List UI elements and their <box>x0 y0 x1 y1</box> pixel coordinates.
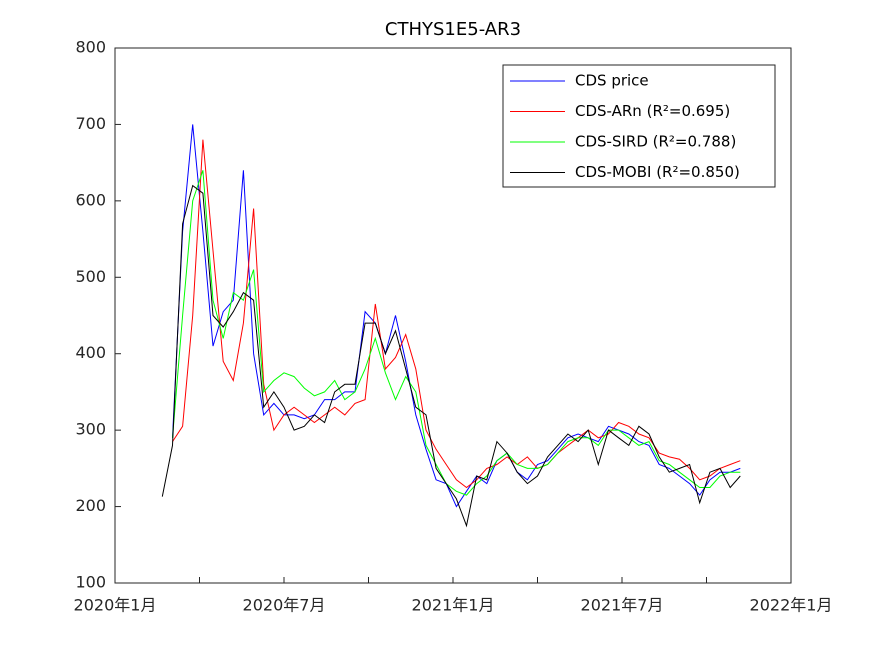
x-tick-label: 2022年1月 <box>750 596 833 615</box>
y-tick-label: 300 <box>75 420 106 439</box>
legend-label: CDS price <box>575 72 649 90</box>
y-tick-label: 500 <box>75 267 106 286</box>
y-tick-label: 400 <box>75 343 106 362</box>
legend-label: CDS-ARn (R²=0.695) <box>575 102 730 120</box>
series-line <box>172 139 741 489</box>
series-line <box>161 184 741 528</box>
y-tick-label: 200 <box>75 496 106 515</box>
chart-title: CTHYS1E5-AR3 <box>385 19 521 40</box>
y-tick-label: 100 <box>75 573 106 592</box>
legend-box <box>502 64 776 188</box>
x-tick-label: 2020年7月 <box>243 596 326 615</box>
y-tick-label: 800 <box>75 38 106 57</box>
legend-label: CDS-MOBI (R²=0.850) <box>575 163 740 181</box>
x-tick-label: 2020年1月 <box>74 596 157 615</box>
y-tick-label: 600 <box>75 190 106 209</box>
legend-label: CDS-SIRD (R²=0.788) <box>575 133 736 151</box>
series-line <box>172 124 741 508</box>
y-tick-label: 700 <box>75 114 106 133</box>
series-line <box>172 170 741 496</box>
x-tick-label: 2021年1月 <box>412 596 495 615</box>
x-tick-label: 2021年7月 <box>581 596 664 615</box>
